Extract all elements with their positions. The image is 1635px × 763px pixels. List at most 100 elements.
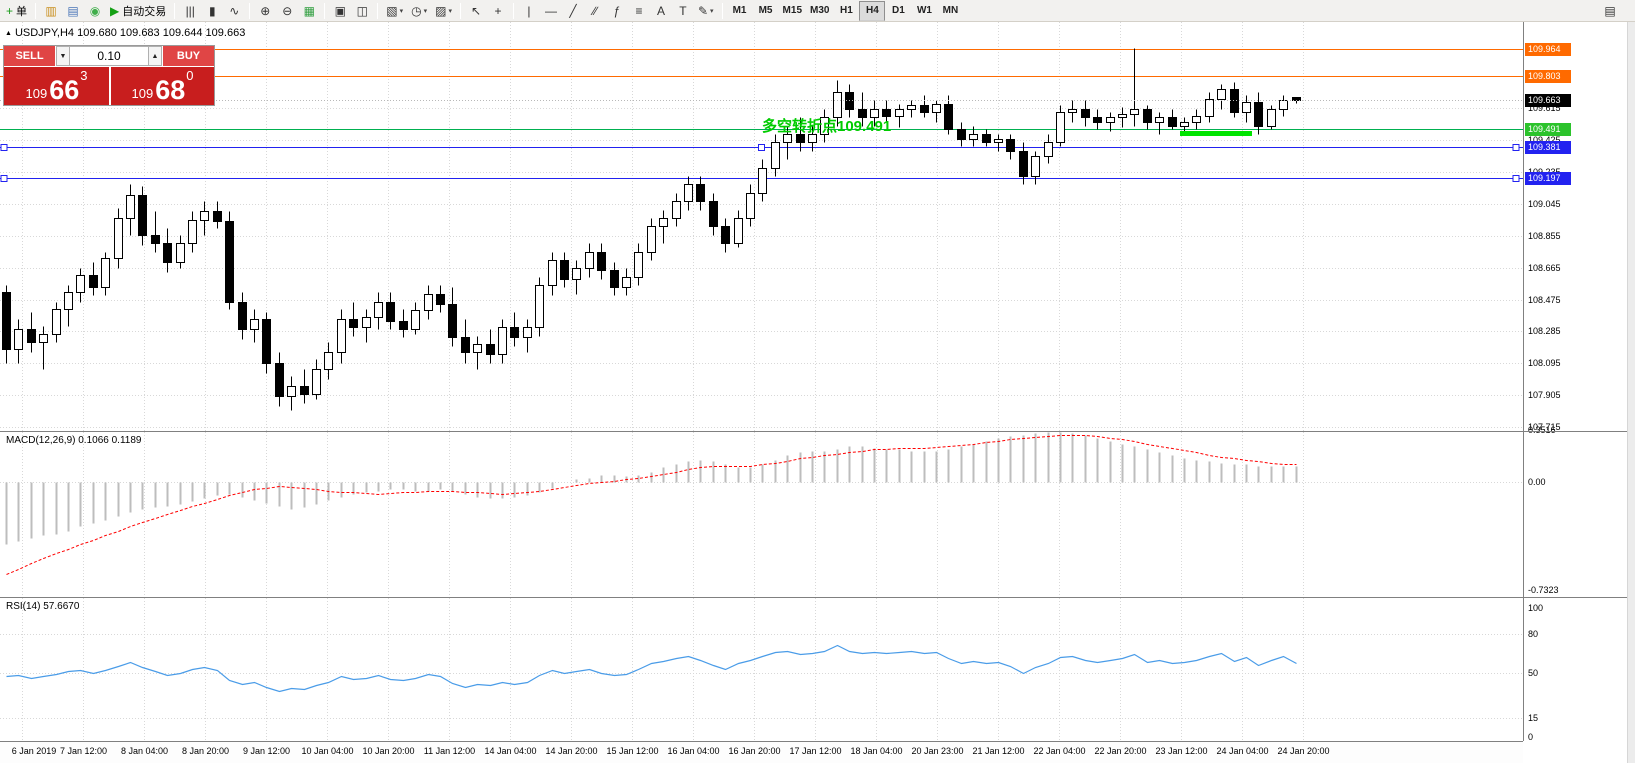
arrows-button[interactable]: ✎ ▾ [694, 1, 718, 21]
price-tag: 109.491 [1525, 122, 1571, 136]
market-watch-button[interactable]: ▥ [40, 1, 62, 21]
line-chart-icon: ∿ [229, 3, 240, 18]
market-watch-icon: ▥ [45, 3, 57, 18]
horizontal-line-button[interactable]: — [540, 1, 562, 21]
volume-input[interactable] [70, 46, 148, 66]
text-button[interactable]: A [650, 1, 672, 21]
vertical-line-button[interactable]: | [518, 1, 540, 21]
time-label: 7 Jan 12:00 [59, 746, 108, 756]
cursor-button[interactable]: ↖ [465, 1, 487, 21]
cascade-windows-icon: ◫ [356, 3, 368, 18]
text-label-button[interactable]: T [672, 1, 694, 21]
price-tag: 109.381 [1525, 140, 1571, 154]
time-label: 16 Jan 20:00 [728, 746, 781, 756]
profiles-icon: ◷ [411, 3, 422, 18]
cascade-windows-button[interactable]: ◫ [351, 1, 373, 21]
price-tag: 109.197 [1525, 171, 1571, 185]
sell-price-big: 66 [49, 74, 80, 105]
autotrading-button[interactable]: ▶ 自动交易 [106, 1, 170, 21]
templates-button[interactable]: ▨ ▾ [431, 1, 456, 21]
time-label: 15 Jan 12:00 [606, 746, 659, 756]
line-chart-button[interactable]: ∿ [223, 1, 245, 21]
macd-panel[interactable]: MACD(12,26,9) 0.1066 0.1189 [0, 432, 1523, 597]
rsi-panel[interactable]: RSI(14) 57.6670 [0, 598, 1523, 741]
scale-label: 108.855 [1528, 230, 1561, 241]
shapes-button[interactable]: ≡ [628, 1, 650, 21]
timeframe-h4-button[interactable]: H4 [859, 0, 886, 21]
scale-label: 108.475 [1528, 294, 1561, 305]
time-label: 24 Jan 04:00 [1216, 746, 1269, 756]
timeframe-m30-button[interactable]: M30 [810, 5, 830, 16]
buy-price-button[interactable]: 109 68 0 [109, 67, 214, 105]
tile-windows-button[interactable]: ▣ [329, 1, 351, 21]
scale-label: 107.905 [1528, 389, 1561, 400]
volume-increase-button[interactable]: ▲ [148, 46, 162, 66]
time-label: 14 Jan 04:00 [484, 746, 537, 756]
panel-splitter[interactable] [0, 431, 1627, 432]
new-order-button[interactable]: + 单 [2, 1, 31, 21]
right-scrollbar[interactable] [1627, 0, 1635, 763]
navigator-button[interactable]: ◉ [84, 1, 106, 21]
shapes-icon: ≡ [635, 3, 643, 18]
autotrading-button-label: 自动交易 [122, 5, 167, 18]
buy-price-prefix: 109 [131, 86, 154, 101]
fibonacci-button[interactable]: ƒ [606, 1, 628, 21]
buy-price-big: 68 [155, 74, 186, 105]
profiles-button[interactable]: ◷ ▾ [407, 1, 431, 21]
time-label: 10 Jan 04:00 [301, 746, 354, 756]
new-chart-button[interactable]: ▧ ▾ [382, 1, 407, 21]
buy-button[interactable]: BUY [162, 46, 214, 66]
time-label: 9 Jan 12:00 [242, 746, 291, 756]
zoom-out-icon: ⊖ [282, 3, 293, 18]
symbol-marker-icon: ▲ [5, 30, 12, 37]
scale-label: 50 [1528, 667, 1539, 678]
scale-label: 0 [1528, 731, 1534, 742]
timeframe-d1-button[interactable]: D1 [892, 5, 905, 16]
data-window-button[interactable]: ▤ [62, 1, 84, 21]
time-label: 24 Jan 20:00 [1277, 746, 1330, 756]
price-tag: 109.663 [1525, 93, 1571, 107]
panel-splitter[interactable] [0, 597, 1627, 598]
timeframe-mn-button[interactable]: MN [942, 5, 959, 16]
timeframe-m1-button[interactable]: M1 [732, 5, 747, 16]
time-label: 17 Jan 12:00 [789, 746, 842, 756]
timeframe-toolbar: M1 M5 M15 M30 H1 H4 D1 W1 MN [727, 0, 964, 21]
candlestick-chart-button[interactable]: ▮ [201, 1, 223, 21]
volume-decrease-button[interactable]: ▼ [56, 46, 70, 66]
chevron-down-icon: ▾ [448, 7, 452, 15]
auto-arrange-button[interactable]: ▦ [298, 1, 320, 21]
text-icon: A [656, 3, 665, 18]
scale-label: 100 [1528, 602, 1544, 613]
sell-price-sup: 3 [80, 68, 88, 83]
toolbar-groups: + 单 ▥ ▤ ◉ ▶ 自动交易 ||| ▮ ∿ ⊕ ⊖ ▦ ▣ ◫ ▧ ▾ ◷ ▾ ▨ ▾ ↖ + | — ╱ ∕∕ ƒ ≡ A T ✎ ▾ [2, 1, 718, 21]
text-label-icon: T [679, 3, 687, 18]
timeframe-w1-button[interactable]: W1 [916, 5, 932, 16]
chart-annotation: 多空转折点109.491 [762, 118, 892, 135]
channel-button[interactable]: ∕∕ [584, 1, 606, 21]
symbol-ohlc-text: USDJPY,H4 109.680 109.683 109.644 109.66… [14, 27, 246, 39]
time-label: 22 Jan 04:00 [1033, 746, 1086, 756]
autotrading-icon: ▶ [110, 3, 120, 18]
bar-chart-button[interactable]: ||| [179, 1, 201, 21]
chart-shift-icon: ▤ [1604, 3, 1616, 18]
price-scale[interactable]: 109.615109.425109.235109.045108.855108.6… [1523, 22, 1627, 742]
zoom-out-button[interactable]: ⊖ [276, 1, 298, 21]
timeframe-m5-button[interactable]: M5 [758, 5, 773, 16]
horizontal-line-icon: — [544, 3, 557, 18]
timeframe-m15-button[interactable]: M15 [782, 5, 802, 16]
main-chart[interactable]: ▲ USDJPY,H4 109.680 109.683 109.644 109.6… [0, 22, 1523, 431]
time-scale[interactable]: 6 Jan 2019 7 Jan 12:00 8 Jan 04:00 8 Jan 20… [0, 741, 1523, 763]
sell-button[interactable]: SELL [4, 46, 56, 66]
timeframe-h1-button[interactable]: H1 [840, 5, 853, 16]
crosshair-button[interactable]: + [487, 1, 509, 21]
time-label: 23 Jan 12:00 [1155, 746, 1208, 756]
vertical-line-icon: | [527, 3, 531, 18]
buy-price-sup: 0 [186, 68, 194, 83]
zoom-in-button[interactable]: ⊕ [254, 1, 276, 21]
chart-shift-button[interactable]: ▤ [1599, 1, 1621, 21]
sell-price-button[interactable]: 109 66 3 [4, 67, 109, 105]
templates-icon: ▨ [435, 3, 447, 18]
scale-label: 108.285 [1528, 325, 1561, 336]
trendline-button[interactable]: ╱ [562, 1, 584, 21]
time-label: 18 Jan 04:00 [850, 746, 903, 756]
